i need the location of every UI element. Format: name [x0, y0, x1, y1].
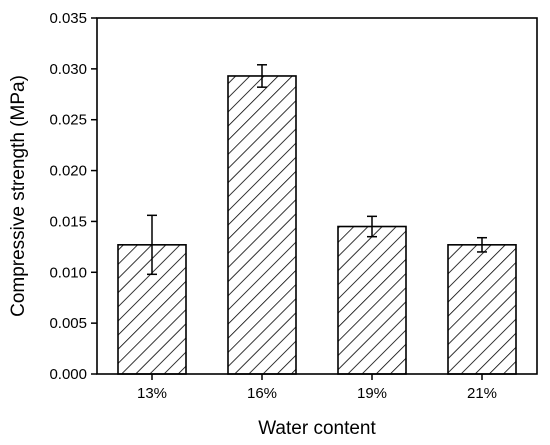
y-tick-label: 0.010	[49, 264, 87, 281]
x-tick-label: 13%	[137, 385, 167, 402]
y-tick-label: 0.030	[49, 61, 87, 78]
bar	[337, 225, 407, 375]
bar	[447, 244, 517, 375]
x-axis-title: Water content	[258, 418, 376, 439]
x-tick-label: 21%	[467, 385, 497, 402]
y-tick-label: 0.035	[49, 10, 87, 27]
y-axis-title: Compressive strength (MPa)	[8, 75, 29, 317]
y-tick-label: 0.020	[49, 163, 87, 180]
y-tick-label: 0.000	[49, 366, 87, 383]
bar	[227, 75, 297, 375]
x-tick-label: 19%	[357, 385, 387, 402]
y-tick-label: 0.015	[49, 213, 87, 230]
y-tick-label: 0.005	[49, 315, 87, 332]
y-tick-label: 0.025	[49, 112, 87, 129]
plot-frame	[96, 17, 538, 375]
x-tick-label: 16%	[247, 385, 277, 402]
